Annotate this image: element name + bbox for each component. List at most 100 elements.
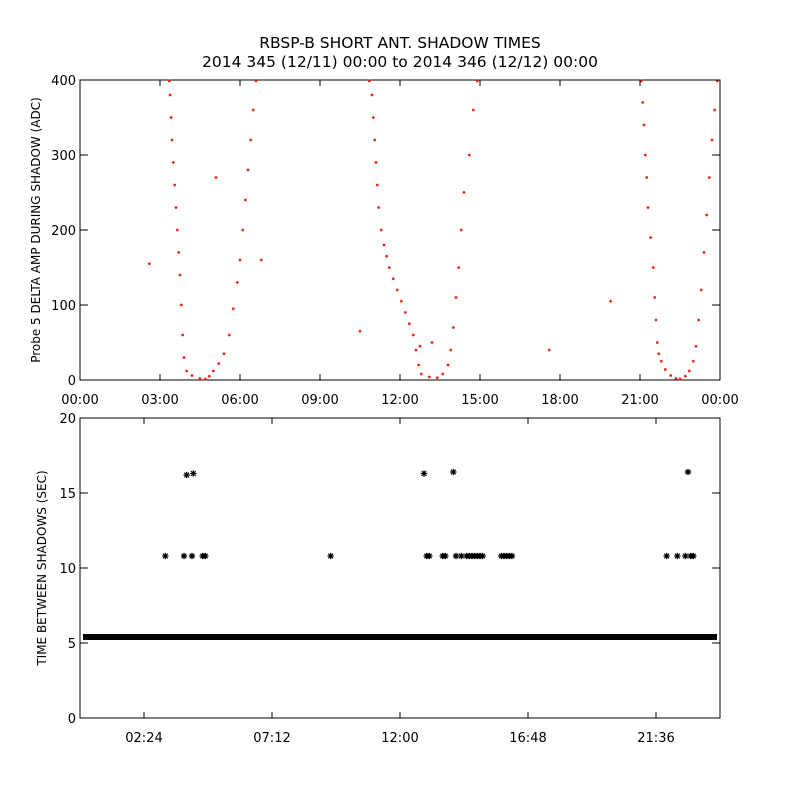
top-data-point <box>235 281 239 284</box>
top-data-point <box>358 329 362 333</box>
top-data-point <box>702 251 706 254</box>
top-data-point <box>435 376 439 380</box>
top-x-tick-label: 15:00 <box>461 393 498 408</box>
bottom-data-point <box>508 552 516 560</box>
top-data-point <box>168 93 172 97</box>
top-data-point <box>609 299 613 303</box>
top-data-point <box>185 369 189 373</box>
bottom-y-tick-label: 5 <box>68 637 76 652</box>
bottom-data-point <box>420 470 428 477</box>
top-data-point <box>167 79 171 83</box>
bottom-y-tick-label: 10 <box>59 562 76 577</box>
top-data-point <box>691 359 695 363</box>
top-data-point <box>418 344 422 348</box>
bottom-x-tick-label: 02:24 <box>125 731 162 746</box>
top-data-point <box>462 191 466 194</box>
top-data-point <box>678 377 682 381</box>
top-data-point <box>227 333 231 337</box>
bottom-data-point <box>690 552 697 560</box>
bottom-y-tick-label: 20 <box>59 412 76 427</box>
top-data-point <box>179 303 183 307</box>
top-data-point <box>370 93 374 97</box>
top-x-tick-label: 09:00 <box>301 393 338 408</box>
top-data-point <box>411 333 415 337</box>
top-data-point <box>683 374 687 378</box>
top-data-point <box>181 333 185 337</box>
top-data-point <box>174 206 178 209</box>
top-data-point <box>475 79 479 83</box>
top-data-point <box>414 348 418 352</box>
top-data-point <box>259 258 263 262</box>
top-x-tick-label: 21:00 <box>621 393 658 408</box>
top-data-point <box>379 228 383 232</box>
top-data-point <box>171 161 175 164</box>
bottom-data-point <box>327 552 334 560</box>
bottom-y-tick-label: 0 <box>68 712 76 727</box>
top-data-point <box>399 299 403 303</box>
top-data-point <box>395 288 399 292</box>
top-y-tick-label: 100 <box>51 299 76 314</box>
top-data-point <box>249 138 253 142</box>
top-data-point <box>177 251 181 254</box>
top-y-tick-label: 400 <box>51 74 76 89</box>
bottom-data-point <box>180 552 188 560</box>
top-x-tick-label: 00:00 <box>701 393 738 408</box>
bottom-y-tick-label: 15 <box>59 487 76 502</box>
top-data-point <box>441 372 445 376</box>
chart-title: RBSP-B SHORT ANT. SHADOW TIMES <box>259 34 541 52</box>
top-data-point <box>646 206 650 209</box>
top-y-axis-label: Probe 5 DELTA AMP DURING SHADOW (ADC) <box>29 97 43 363</box>
top-data-point <box>238 258 242 262</box>
top-data-point <box>659 359 663 363</box>
top-data-point <box>642 123 646 127</box>
top-data-point <box>705 213 709 217</box>
bottom-axes-group: 02:24 07:12 12:00 16:48 21:36 0 5 10 15 20 <box>59 412 720 746</box>
top-data-point <box>449 348 453 352</box>
top-y-tick-label: 300 <box>51 149 76 164</box>
top-data-point <box>655 341 659 344</box>
top-data-point <box>382 243 386 247</box>
top-data-point <box>710 138 714 142</box>
top-data-point <box>254 79 258 83</box>
top-data-point <box>467 153 471 157</box>
top-data-point <box>707 176 711 179</box>
top-data-point <box>649 236 653 239</box>
top-axes-group: 00:00 03:00 06:00 09:00 12:00 15:00 18:00 21:00… <box>51 74 739 408</box>
top-data-point <box>198 377 202 380</box>
top-data-point <box>375 183 379 187</box>
top-data-point <box>231 307 235 311</box>
top-data-point <box>147 262 151 266</box>
top-data-point <box>663 368 667 371</box>
top-data-point <box>217 362 221 365</box>
top-data-point <box>694 344 698 348</box>
bottom-data-point <box>162 552 169 560</box>
top-data-point <box>430 341 434 344</box>
top-points-group <box>147 79 719 381</box>
top-data-point <box>251 108 255 112</box>
top-data-point <box>643 153 647 157</box>
top-y-tick-label: 200 <box>51 224 76 239</box>
top-y-tick-label: 0 <box>68 374 76 389</box>
bottom-data-point <box>450 468 457 476</box>
top-x-tick-label: 12:00 <box>381 393 418 408</box>
top-data-point <box>713 108 717 112</box>
bottom-baseline-group <box>83 634 717 640</box>
top-data-point <box>674 377 678 380</box>
top-data-point <box>651 266 655 269</box>
top-x-tick-label: 06:00 <box>221 393 258 408</box>
top-data-point <box>211 369 215 373</box>
bottom-data-point <box>452 552 460 560</box>
top-data-point <box>374 161 378 164</box>
bottom-data-point <box>202 552 209 560</box>
top-data-point <box>654 318 658 322</box>
top-data-point <box>391 277 395 281</box>
top-data-point <box>190 374 194 377</box>
top-data-point <box>454 296 458 299</box>
top-x-tick-label: 03:00 <box>141 393 178 408</box>
bottom-data-point <box>442 552 449 560</box>
top-data-point <box>457 266 461 269</box>
top-data-point <box>645 176 649 179</box>
top-data-point <box>182 356 186 359</box>
top-data-point <box>214 176 218 179</box>
